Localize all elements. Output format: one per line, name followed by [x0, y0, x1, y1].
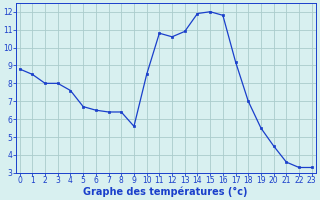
X-axis label: Graphe des températures (°c): Graphe des températures (°c): [84, 187, 248, 197]
